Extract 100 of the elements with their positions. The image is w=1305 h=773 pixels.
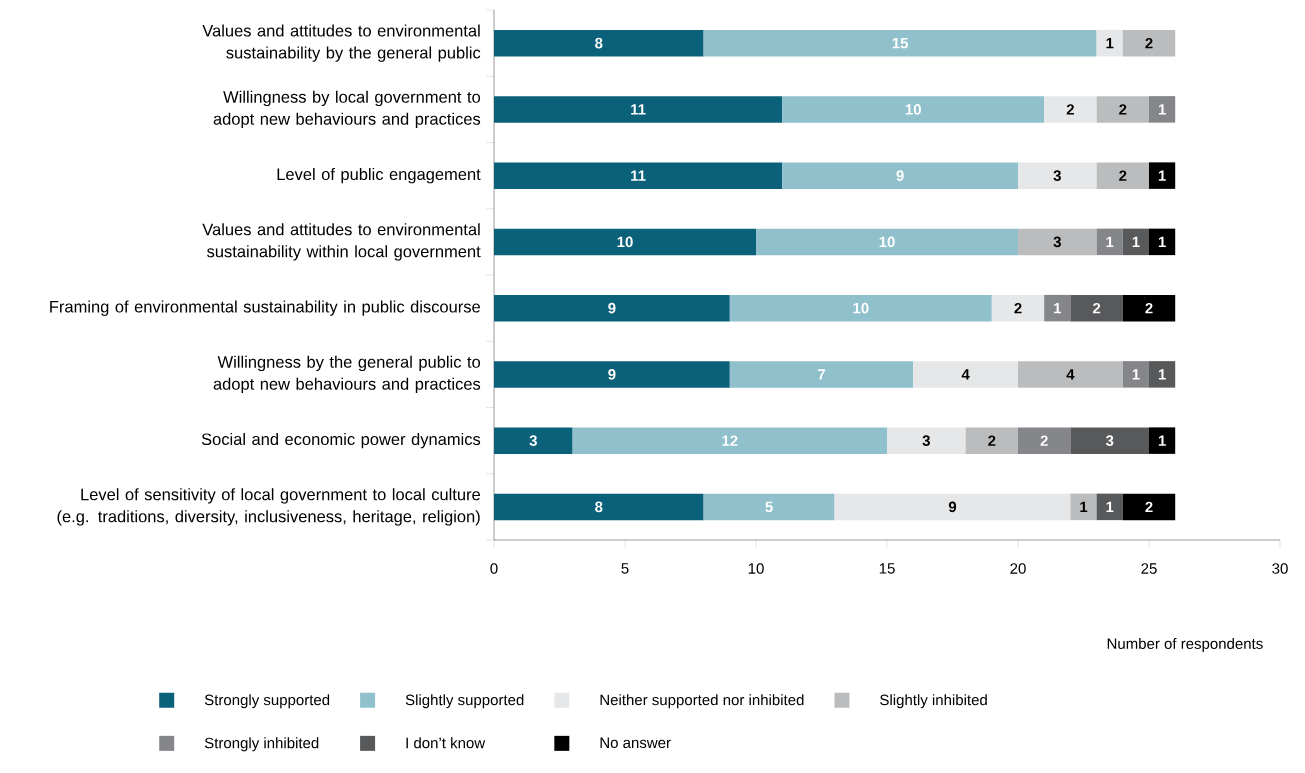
data-label: 5 <box>765 501 773 513</box>
bar <box>494 361 730 388</box>
bar <box>729 294 992 322</box>
y-tick-label: Values and attitudes to environmental sustainability within local government <box>202 223 481 261</box>
bar <box>782 96 1045 123</box>
bar <box>494 96 783 123</box>
data-label: 8 <box>595 501 603 513</box>
data-label: 2 <box>988 435 996 446</box>
data-label: 1 <box>1132 236 1140 248</box>
bar <box>1149 361 1176 388</box>
y-tick-label: Willingness by local government to adopt new behaviours and practices <box>213 90 481 129</box>
bar <box>991 294 1045 322</box>
legend-label: Slightly supported <box>405 694 524 709</box>
data-label: 9 <box>896 170 904 181</box>
bar <box>494 162 783 189</box>
data-label: 10 <box>879 236 895 248</box>
bar <box>1149 427 1176 454</box>
data-label: 3 <box>1105 435 1114 446</box>
legend-label: I don’t know <box>406 737 486 749</box>
data-label: 2 <box>1145 501 1153 513</box>
x-tick-label: 5 <box>621 563 629 574</box>
bar <box>1149 228 1176 256</box>
data-label: 4 <box>1066 369 1075 380</box>
legend-label: Slightly inhibited <box>880 694 987 709</box>
data-label: 2 <box>1145 302 1153 314</box>
data-label: 1 <box>1158 170 1166 181</box>
data-label: 2 <box>1145 37 1153 49</box>
data-label: 12 <box>722 435 738 446</box>
data-label: 10 <box>617 236 633 248</box>
data-label: 2 <box>1119 104 1127 115</box>
x-tick-label: 10 <box>748 563 764 574</box>
bar <box>913 361 1019 388</box>
legend-label: Neither supported nor inhibited <box>600 694 804 709</box>
data-label: 15 <box>892 37 909 49</box>
data-label: 2 <box>1092 302 1101 314</box>
legend-label: Strongly inhibited <box>204 737 319 752</box>
x-tick-label: 20 <box>1010 563 1026 574</box>
y-tick-label: Level of sensitivity of local government to local culture (e.g. traditions, diversity, inclusiveness, heritage, religion) <box>57 488 480 526</box>
bar <box>703 29 1097 57</box>
bar <box>1122 29 1176 57</box>
data-label: 2 <box>1014 302 1022 314</box>
data-label: 1 <box>1106 236 1114 248</box>
bar <box>1122 361 1150 388</box>
data-label: 1 <box>1106 37 1114 49</box>
bar <box>1096 228 1123 256</box>
bar <box>1096 29 1123 57</box>
data-label: 10 <box>853 302 869 314</box>
bar <box>1096 162 1150 189</box>
bar <box>494 29 704 57</box>
data-label: 2 <box>1119 170 1127 181</box>
y-tick-label: Willingness by the general public to adopt new behaviours and practices <box>213 355 481 394</box>
data-label: 7 <box>817 369 826 380</box>
bar <box>1018 228 1097 256</box>
data-label: 10 <box>905 104 921 115</box>
bar <box>572 427 887 454</box>
data-label: 1 <box>1132 369 1140 380</box>
bar <box>1070 427 1150 454</box>
bar <box>1070 294 1123 322</box>
bar <box>834 493 1071 521</box>
x-tick-label: 0 <box>490 563 498 574</box>
legend-label: Strongly supported <box>204 694 330 709</box>
bar <box>1149 96 1176 123</box>
x-tick-label: 25 <box>1141 563 1157 574</box>
bar <box>887 427 966 454</box>
bar <box>1122 493 1176 521</box>
data-label: 9 <box>608 369 616 380</box>
y-tick-label: Social and economic power dynamics <box>201 432 481 449</box>
bar <box>1070 493 1097 521</box>
data-label: 1 <box>1158 104 1166 115</box>
legend-label: No answer <box>600 737 671 749</box>
bar <box>1122 228 1150 256</box>
bar <box>494 493 704 521</box>
bar <box>782 162 1019 189</box>
bar <box>1096 96 1150 123</box>
x-axis-title: Number of respondents <box>1107 637 1263 652</box>
data-label: 1 <box>1158 369 1166 380</box>
data-label: 1 <box>1080 501 1088 513</box>
data-label: 11 <box>631 104 646 115</box>
data-label: 1 <box>1106 501 1114 513</box>
data-label: 9 <box>608 302 616 314</box>
data-label: 3 <box>529 435 537 446</box>
bar <box>703 493 835 521</box>
x-tick-label: 30 <box>1272 563 1288 574</box>
data-label: 11 <box>631 170 646 181</box>
data-label: 3 <box>1053 236 1061 248</box>
bar <box>494 427 573 454</box>
data-label: 9 <box>948 501 957 513</box>
data-label: 1 <box>1054 302 1062 314</box>
x-tick-label: 15 <box>879 563 895 574</box>
bar <box>1044 294 1071 322</box>
bar <box>729 361 914 388</box>
data-label: 3 <box>922 435 930 446</box>
bar <box>1018 427 1071 454</box>
y-tick-label: Framing of environmental sustainability in public discourse <box>50 300 480 316</box>
bar <box>494 294 730 322</box>
y-tick-label: Level of public engagement <box>277 167 481 184</box>
bar <box>1044 96 1097 123</box>
data-label: 4 <box>961 369 970 380</box>
data-label: 1 <box>1158 435 1166 446</box>
data-label: 3 <box>1053 170 1061 181</box>
